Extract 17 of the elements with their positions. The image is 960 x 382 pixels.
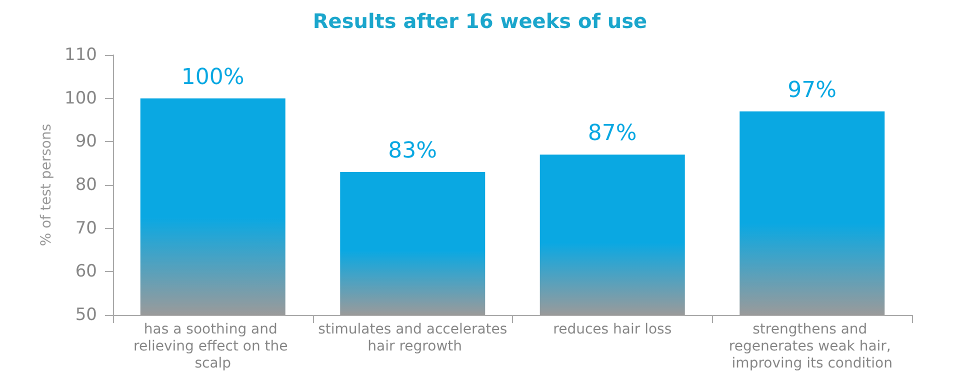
y-tick-label: 80 [75, 175, 97, 195]
x-tick-label: strengthens and regenerates weak hair, improving its condition [728, 322, 896, 372]
x-tick-label: reduces hair loss [553, 322, 672, 338]
y-tick-label: 100 [64, 88, 97, 108]
y-tick-label: 90 [75, 132, 97, 152]
data-label: 97% [788, 78, 837, 103]
x-tick-label: stimulates and accelerates hair regrowth [318, 322, 508, 354]
y-axis-title: % of test persons [38, 124, 55, 246]
chart-title: Results after 16 weeks of use [312, 9, 648, 33]
y-tick-label: 70 [75, 218, 97, 238]
y-tick-label: 60 [75, 262, 97, 282]
y-tick-label: 110 [64, 45, 97, 65]
data-label: 83% [388, 138, 438, 164]
y-tick-label: 50 [75, 305, 97, 325]
x-tick-label: has a soothing and relieving effect on the scalp [134, 322, 292, 372]
data-label: 100% [181, 64, 244, 90]
data-label: 87% [588, 121, 637, 146]
